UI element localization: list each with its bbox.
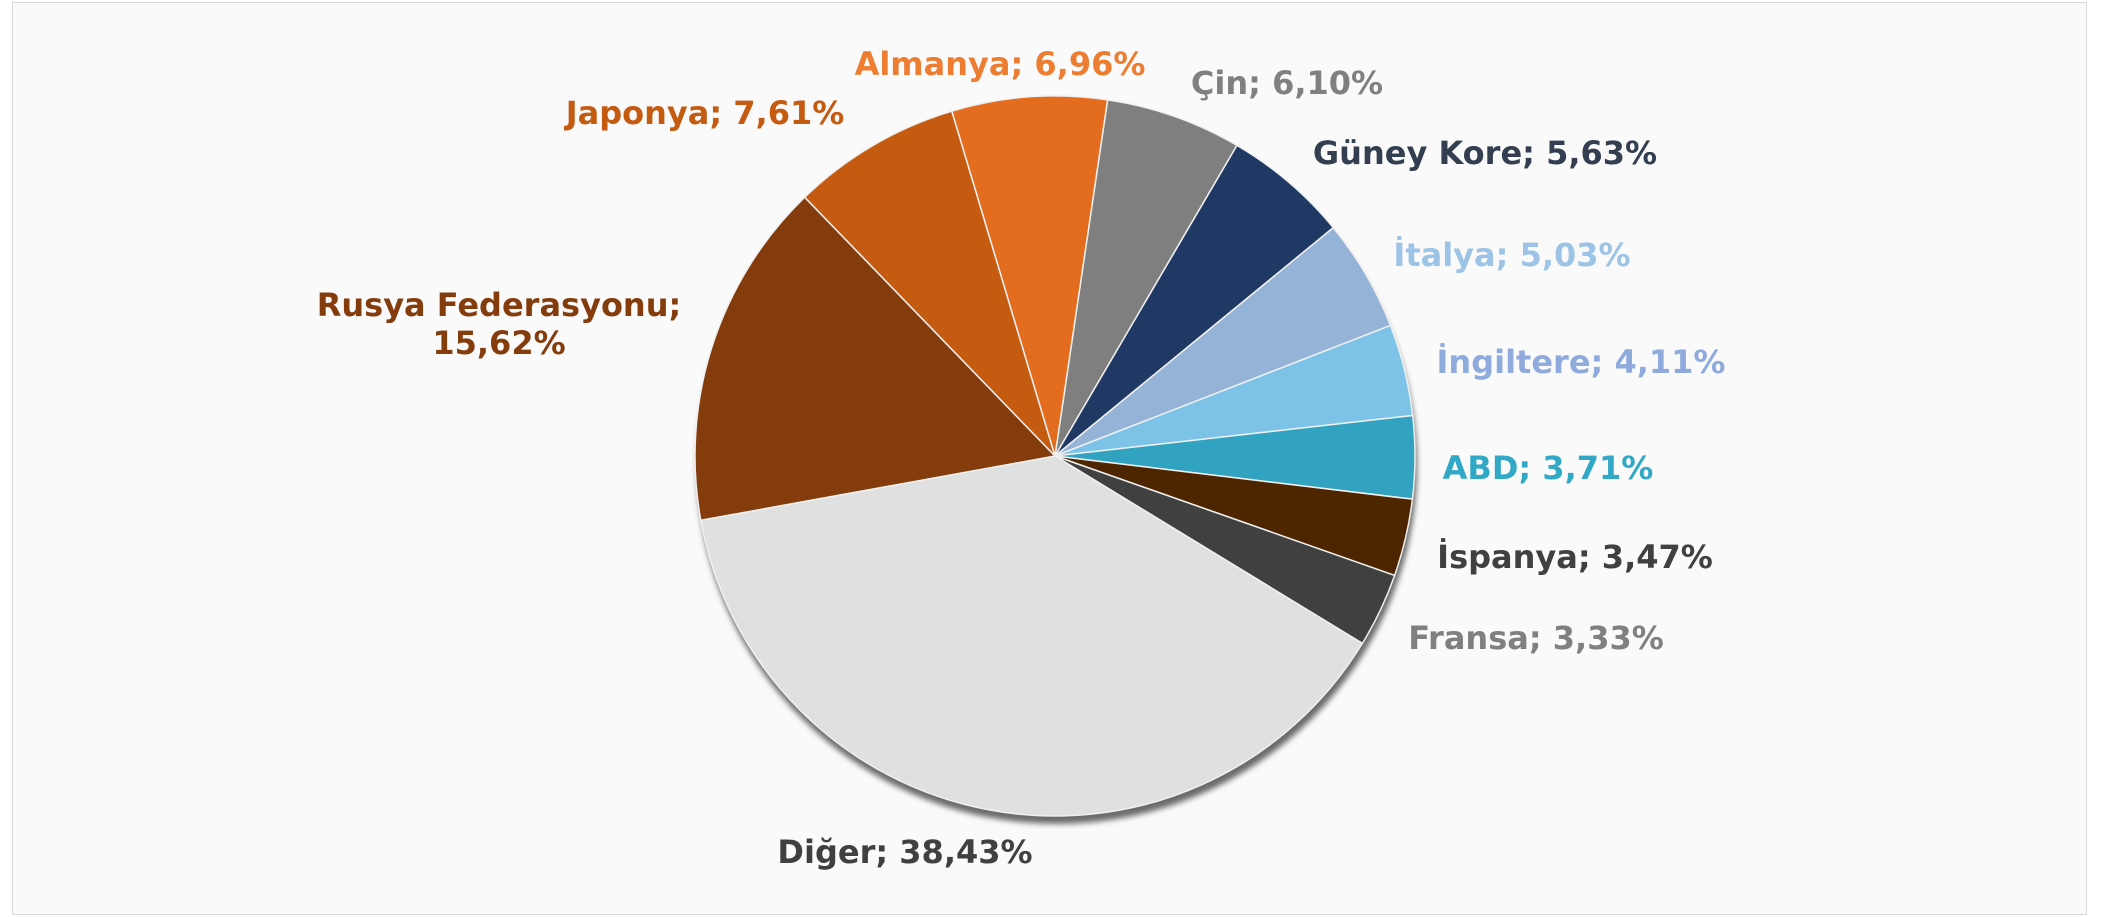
- data-label: Güney Kore; 5,63%: [1312, 134, 1658, 172]
- data-label: İngiltere; 4,11%: [1436, 343, 1726, 381]
- data-label: Fransa; 3,33%: [1408, 619, 1664, 657]
- data-label: İspanya; 3,47%: [1437, 538, 1713, 576]
- data-label: Almanya; 6,96%: [854, 45, 1146, 83]
- data-label: ABD; 3,71%: [1442, 449, 1654, 487]
- pie-slice: [1054, 99, 1238, 457]
- data-label: Çin; 6,10%: [1190, 64, 1384, 102]
- pie-slice: [950, 95, 1109, 457]
- pie-slice: [803, 110, 1056, 457]
- pie-slice: [1054, 144, 1335, 457]
- data-label: Diğer; 38,43%: [777, 833, 1033, 871]
- pie-slice: [699, 455, 1364, 817]
- pie-slice: [694, 196, 1057, 522]
- data-label: Japonya; 7,61%: [565, 94, 845, 132]
- data-label: Rusya Federasyonu; 15,62%: [316, 286, 682, 362]
- data-label: İtalya; 5,03%: [1393, 236, 1631, 274]
